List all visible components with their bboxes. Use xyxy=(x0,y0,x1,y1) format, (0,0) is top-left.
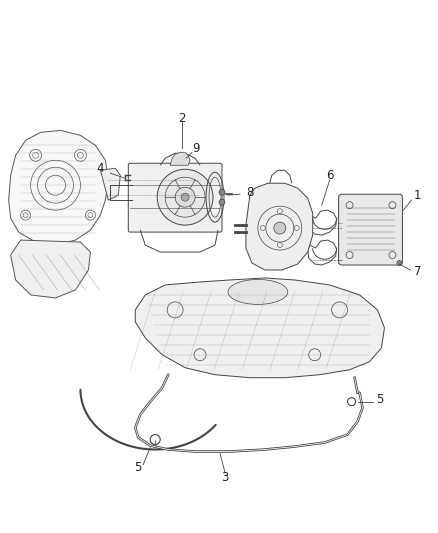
Circle shape xyxy=(219,189,225,195)
Circle shape xyxy=(397,261,402,265)
Text: 7: 7 xyxy=(413,265,421,278)
Polygon shape xyxy=(246,183,313,270)
Circle shape xyxy=(219,199,225,205)
Text: 6: 6 xyxy=(326,169,333,182)
Text: 4: 4 xyxy=(97,161,104,175)
FancyBboxPatch shape xyxy=(128,163,222,232)
Polygon shape xyxy=(135,278,385,378)
Text: 5: 5 xyxy=(134,461,142,474)
Text: 2: 2 xyxy=(178,112,186,125)
Ellipse shape xyxy=(228,279,288,304)
Circle shape xyxy=(157,169,213,225)
Polygon shape xyxy=(9,131,108,245)
Text: 5: 5 xyxy=(376,393,383,406)
Text: 8: 8 xyxy=(246,185,254,199)
Text: 1: 1 xyxy=(413,189,421,201)
Polygon shape xyxy=(11,240,90,298)
Text: 3: 3 xyxy=(221,471,229,484)
Circle shape xyxy=(274,222,286,234)
Circle shape xyxy=(181,193,189,201)
FancyBboxPatch shape xyxy=(339,194,403,265)
Text: 9: 9 xyxy=(192,142,200,155)
Polygon shape xyxy=(170,152,190,165)
Polygon shape xyxy=(100,168,120,200)
Circle shape xyxy=(175,187,195,207)
